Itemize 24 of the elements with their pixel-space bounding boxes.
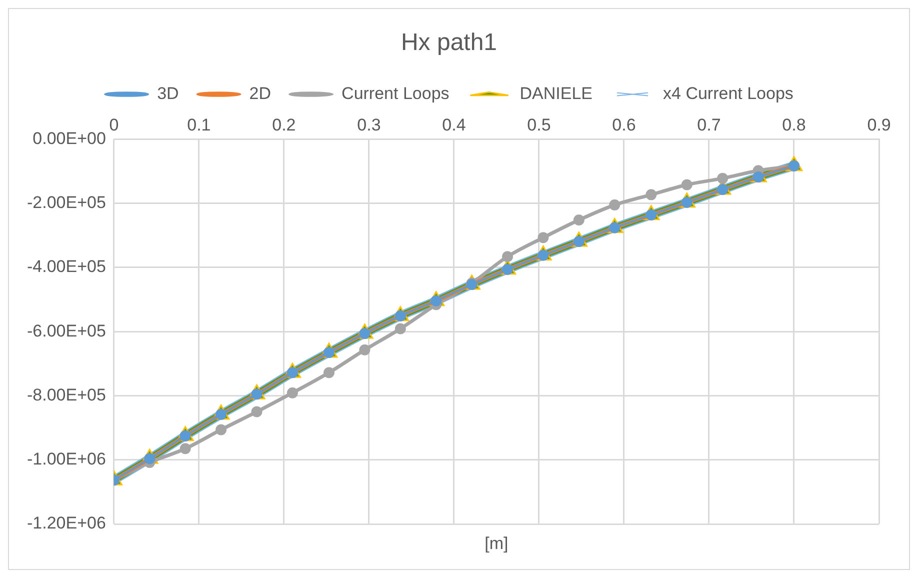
- x-axis-title: [m]: [484, 534, 508, 554]
- x-tick-label: 0.3: [357, 116, 381, 135]
- y-tick-label: -8.00E+05: [26, 385, 106, 404]
- y-tick-label: -2.00E+05: [26, 193, 106, 212]
- y-tick-label: -4.00E+05: [26, 257, 106, 276]
- legend-label: DANIELE: [520, 84, 593, 103]
- y-tick-label: -6.00E+05: [26, 321, 106, 340]
- legend-label: 2D: [249, 84, 272, 103]
- x-tick-label: 0.4: [442, 116, 466, 135]
- y-tick-label: -1.00E+06: [26, 450, 106, 469]
- x-tick-label: 0.8: [782, 116, 806, 135]
- x-tick-label: 0.9: [867, 116, 891, 135]
- y-tick-label: -1.20E+06: [26, 514, 106, 533]
- x-tick-label: 0: [109, 116, 119, 135]
- x-tick-label: 0.5: [527, 116, 551, 135]
- x-tick-label: 0.7: [697, 116, 721, 135]
- x-tick-label: 0.2: [272, 116, 296, 135]
- legend-label: Current Loops: [342, 84, 450, 103]
- chart-title: Hx path1: [400, 29, 498, 56]
- y-tick-label: 0.00E+00: [32, 128, 106, 148]
- x-tick-label: 0.6: [612, 116, 636, 135]
- x-tick-label: 0.1: [187, 116, 211, 135]
- legend-label: 3D: [157, 84, 179, 103]
- legend-label: x4 Current Loops: [663, 84, 794, 103]
